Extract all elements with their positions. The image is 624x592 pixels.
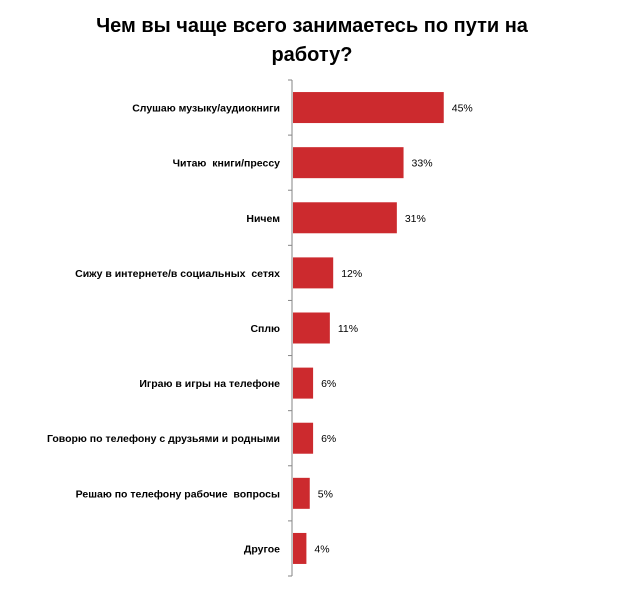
bar — [293, 532, 307, 564]
value-label: 12% — [341, 268, 362, 280]
value-label: 11% — [338, 323, 358, 335]
bar — [293, 92, 444, 124]
category-label: Решаю по телефону рабочие вопросы — [76, 488, 280, 500]
value-label: 33% — [412, 158, 433, 170]
category-label: Играю в игры на телефоне — [139, 378, 280, 390]
value-label: 4% — [314, 543, 329, 555]
bar — [293, 477, 310, 509]
bar — [293, 367, 314, 399]
category-label: Сплю — [250, 323, 280, 335]
value-label: 31% — [405, 213, 426, 225]
value-label: 6% — [321, 433, 336, 445]
category-labels: Слушаю музыку/аудиокниги Читаю книги/прес… — [47, 103, 280, 556]
category-label: Читаю книги/прессу — [173, 158, 281, 170]
bar — [293, 257, 334, 289]
category-label: Слушаю музыку/аудиокниги — [132, 103, 280, 115]
axis-layer — [288, 79, 293, 577]
bar — [293, 312, 330, 344]
value-labels: 45% 33% 31% 12% 11% 6% 6% 5% 4% — [314, 103, 472, 556]
value-label: 5% — [318, 488, 333, 500]
bar — [293, 202, 397, 234]
bar — [293, 422, 314, 454]
bar — [293, 147, 404, 179]
category-label: Говорю по телефону с друзьями и родными — [47, 433, 280, 445]
chart-title: Чем вы чаще всего занимаетесь по пути на… — [96, 15, 528, 66]
value-label: 6% — [321, 378, 336, 390]
bars-layer — [293, 92, 444, 564]
category-label: Сижу в интернете/в социальных сетях — [75, 268, 280, 280]
category-label: Другое — [244, 543, 280, 555]
value-label: 45% — [452, 103, 473, 115]
category-label: Ничем — [246, 213, 280, 225]
